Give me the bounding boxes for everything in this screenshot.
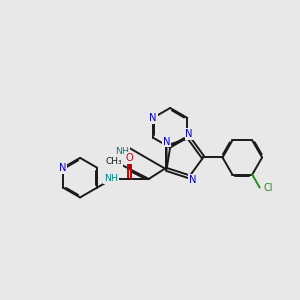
Text: Cl: Cl <box>263 183 273 193</box>
Text: NH: NH <box>104 174 118 183</box>
Text: N: N <box>189 175 197 185</box>
Text: NH: NH <box>115 147 129 156</box>
Text: N: N <box>59 163 67 173</box>
Text: N: N <box>149 113 157 123</box>
Text: N: N <box>185 129 193 139</box>
Text: CH₃: CH₃ <box>106 157 122 166</box>
Text: N: N <box>163 136 170 147</box>
Text: O: O <box>126 153 133 163</box>
